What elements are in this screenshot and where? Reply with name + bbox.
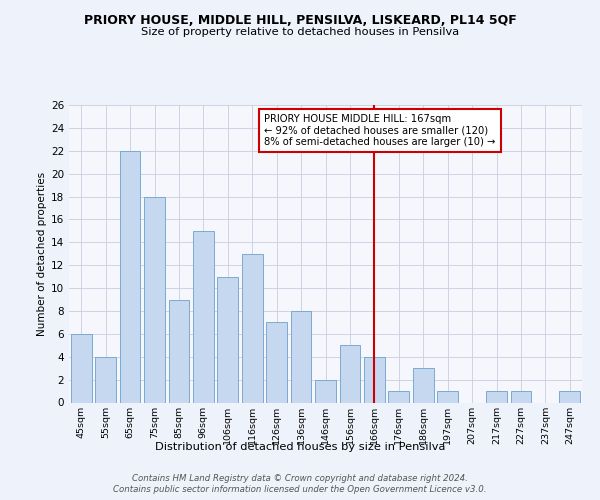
Text: PRIORY HOUSE, MIDDLE HILL, PENSILVA, LISKEARD, PL14 5QF: PRIORY HOUSE, MIDDLE HILL, PENSILVA, LIS… [83, 14, 517, 27]
Text: Size of property relative to detached houses in Pensilva: Size of property relative to detached ho… [141, 27, 459, 37]
Bar [95, 356, 116, 403]
Bar [364, 356, 385, 403]
Text: Contains public sector information licensed under the Open Government Licence v3: Contains public sector information licen… [113, 485, 487, 494]
Bar [242, 254, 263, 402]
Bar [71, 334, 92, 402]
Text: Distribution of detached houses by size in Pensilva: Distribution of detached houses by size … [155, 442, 445, 452]
Bar [266, 322, 287, 402]
Bar [217, 276, 238, 402]
Text: Contains HM Land Registry data © Crown copyright and database right 2024.: Contains HM Land Registry data © Crown c… [132, 474, 468, 483]
Text: PRIORY HOUSE MIDDLE HILL: 167sqm
← 92% of detached houses are smaller (120)
8% o: PRIORY HOUSE MIDDLE HILL: 167sqm ← 92% o… [265, 114, 496, 148]
Bar [340, 346, 361, 403]
Bar [119, 151, 140, 403]
Bar [486, 391, 507, 402]
Bar [413, 368, 434, 402]
Bar [144, 196, 165, 402]
Bar [559, 391, 580, 402]
Bar [290, 311, 311, 402]
Bar [193, 231, 214, 402]
Bar [437, 391, 458, 402]
Y-axis label: Number of detached properties: Number of detached properties [37, 172, 47, 336]
Bar [169, 300, 190, 403]
Bar [315, 380, 336, 402]
Bar [388, 391, 409, 402]
Bar [511, 391, 532, 402]
